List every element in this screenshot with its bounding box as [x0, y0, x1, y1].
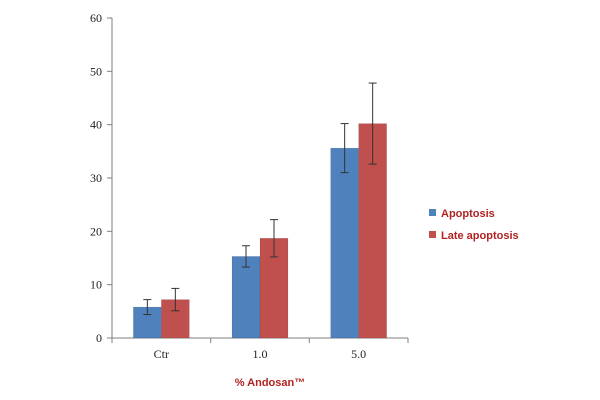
- legend: Apoptosis Late apoptosis: [429, 208, 519, 242]
- x-axis-title: % Andosan™: [235, 377, 306, 389]
- y-tick-label: 0: [96, 331, 102, 345]
- x-tick-label: 5.0: [351, 347, 366, 361]
- x-axis: Ctr 1.0 5.0: [111, 337, 409, 361]
- y-tick-label: 60: [90, 11, 102, 25]
- bar-apoptosis-1: [231, 256, 261, 339]
- y-tick-label: 50: [90, 64, 102, 78]
- x-tick-label: Ctr: [154, 347, 169, 361]
- y-tick-label: 40: [90, 118, 102, 132]
- y-axis: 0 10 20 30 40 50 60: [90, 11, 113, 345]
- x-tick-label: 1.0: [253, 347, 268, 361]
- bar-late-apoptosis-0: [161, 299, 190, 339]
- y-tick-label: 10: [90, 278, 102, 292]
- bar-apoptosis-2: [330, 147, 359, 339]
- error-bars: [143, 82, 377, 316]
- legend-swatch: [429, 231, 436, 238]
- y-tick-label: 20: [90, 224, 102, 238]
- y-tick-label: 30: [90, 171, 102, 185]
- legend-label: Apoptosis: [441, 208, 495, 220]
- legend-label: Late apoptosis: [441, 230, 519, 242]
- legend-swatch: [429, 209, 436, 216]
- bars: [133, 123, 387, 339]
